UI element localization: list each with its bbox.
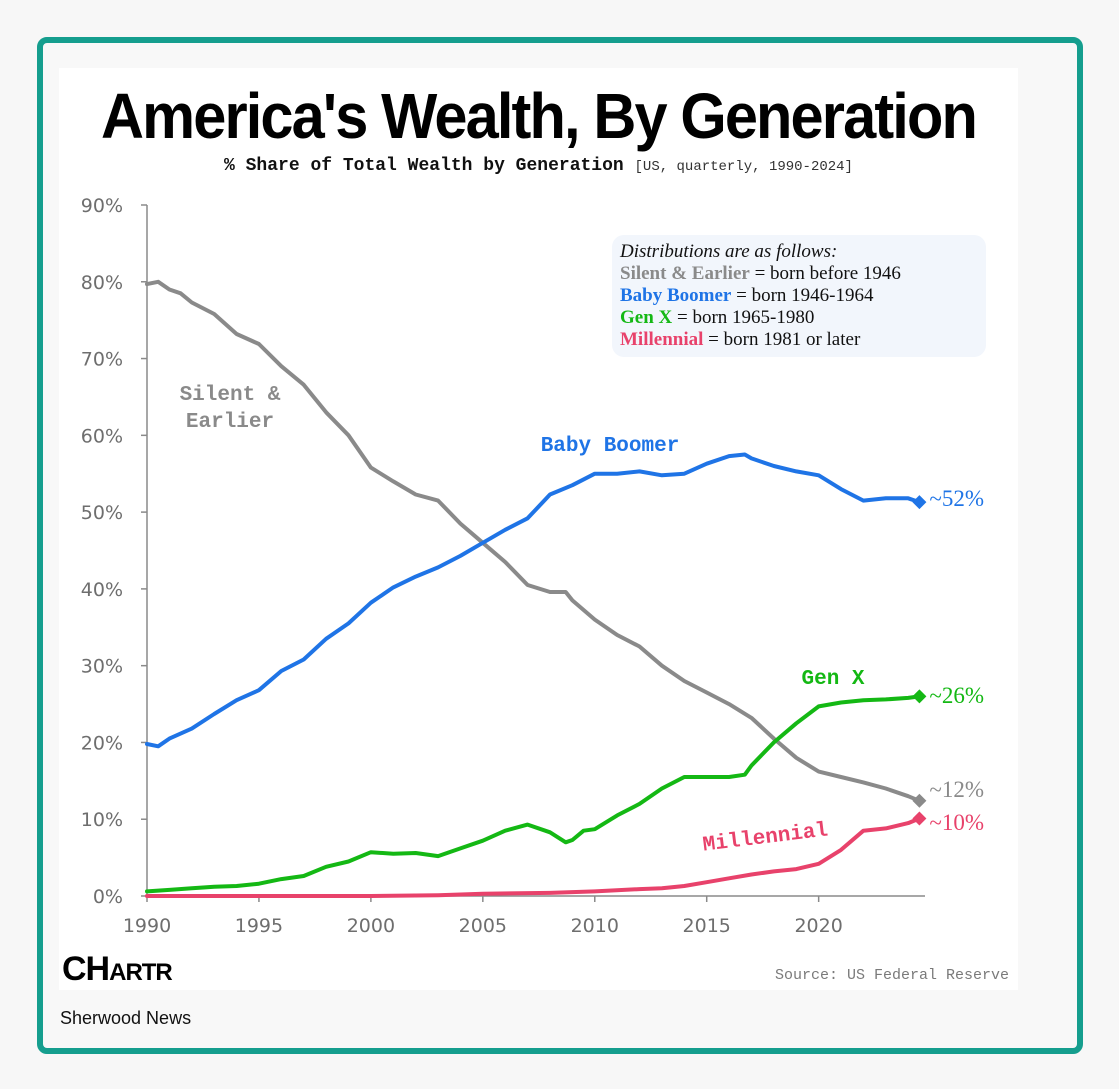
logo-small: ARTR xyxy=(109,959,173,986)
legend-desc: = born 1981 or later xyxy=(703,329,861,350)
series-line xyxy=(145,816,922,898)
series-line xyxy=(145,452,922,749)
legend-heading: Distributions are as follows: xyxy=(620,241,838,262)
y-tick-label: 10% xyxy=(81,809,123,831)
x-tick-label: 1990 xyxy=(123,915,171,937)
chart-title: America's Wealth, By Generation xyxy=(101,80,978,152)
y-tick-label: 60% xyxy=(81,425,123,447)
x-tick-label: 2010 xyxy=(571,915,619,937)
legend-item-silent: Silent & Earlier = born before 1946 xyxy=(620,263,901,285)
legend-desc: = born before 1946 xyxy=(749,263,901,284)
legend-name: Silent & Earlier xyxy=(620,263,750,284)
subtitle-main: % Share of Total Wealth by Generation xyxy=(224,156,624,176)
y-tick-label: 80% xyxy=(81,272,123,294)
legend-desc: = born 1946-1964 xyxy=(731,285,874,306)
legend-name: Gen X xyxy=(620,307,673,328)
legend-name: Millennial xyxy=(620,329,704,350)
legend-box xyxy=(612,235,986,357)
x-tick-label: 1995 xyxy=(235,915,283,937)
x-tick-label: 2000 xyxy=(347,915,395,937)
legend-item-millennial: Millennial = born 1981 or later xyxy=(620,329,901,351)
y-tick-label: 30% xyxy=(81,656,123,678)
legend-name: Baby Boomer xyxy=(620,285,732,306)
x-tick-label: 2015 xyxy=(683,915,731,937)
end-marker xyxy=(912,811,927,826)
legend: Distributions are as follows: Silent & E… xyxy=(620,241,901,351)
y-tick-label: 90% xyxy=(81,195,123,217)
y-tick-label: 20% xyxy=(81,732,123,754)
x-tick-label: 2020 xyxy=(794,915,842,937)
chartr-logo: CHARTR xyxy=(62,950,173,989)
end-value-label: ~12% xyxy=(929,777,984,802)
logo-big: CH xyxy=(62,950,110,988)
series-label: Earlier xyxy=(186,411,274,434)
end-value-label: ~10% xyxy=(929,810,984,835)
legend-desc: = born 1965-1980 xyxy=(672,307,815,328)
subtitle-detail: [US, quarterly, 1990-2024] xyxy=(634,159,853,175)
end-marker xyxy=(912,793,927,808)
series-label: Gen X xyxy=(801,668,864,691)
y-tick-label: 70% xyxy=(81,349,123,371)
chart-subtitle: % Share of Total Wealth by Generation [U… xyxy=(59,156,1018,176)
y-tick-label: 40% xyxy=(81,579,123,601)
series-label: Baby Boomer xyxy=(541,435,680,458)
series-line xyxy=(145,279,922,803)
x-tick-label: 2005 xyxy=(459,915,507,937)
end-value-label: ~52% xyxy=(929,486,984,511)
series-label: Silent & xyxy=(180,384,281,407)
legend-item-genx: Gen X = born 1965-1980 xyxy=(620,307,901,329)
end-marker xyxy=(912,689,927,704)
publisher-credit: Sherwood News xyxy=(60,1008,192,1028)
y-tick-label: 0% xyxy=(93,886,123,908)
series-line xyxy=(145,694,922,894)
end-value-label: ~26% xyxy=(929,683,984,708)
legend-item-boomer: Baby Boomer = born 1946-1964 xyxy=(620,285,901,307)
series-label: Millennial xyxy=(702,819,830,857)
end-marker xyxy=(912,495,927,510)
source-note: Source: US Federal Reserve xyxy=(774,967,1009,984)
y-tick-label: 50% xyxy=(81,502,123,524)
